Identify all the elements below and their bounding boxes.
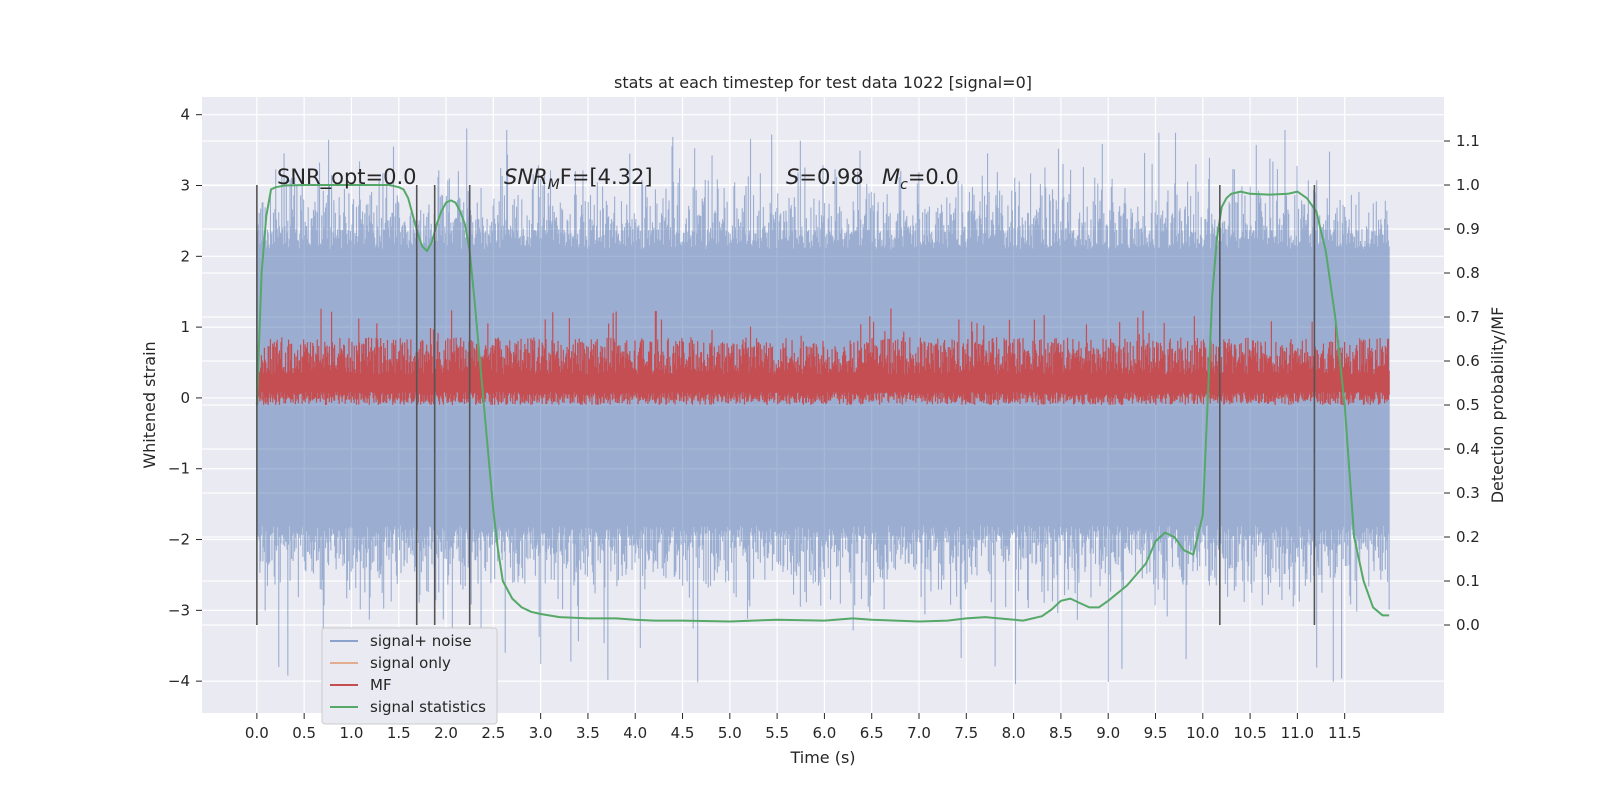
x-tick-label: 11.0 bbox=[1281, 724, 1314, 742]
annotation-mc-value: =0.0 bbox=[908, 165, 959, 189]
y-tick-label-left: 1 bbox=[180, 318, 190, 336]
annotation-snr-mf-label: SNR bbox=[504, 165, 548, 189]
x-tick-label: 9.5 bbox=[1144, 724, 1168, 742]
y-tick-label-right: 0.3 bbox=[1456, 484, 1480, 502]
x-tick-label: 5.0 bbox=[718, 724, 742, 742]
y-tick-label-right: 0.5 bbox=[1456, 396, 1480, 414]
series-signal-statistics bbox=[255, 184, 1390, 623]
annotation-snr-mf: SNRMF=[4.32] bbox=[504, 165, 653, 193]
annotation-mc-sub: c bbox=[900, 177, 908, 193]
y-tick-label-right: 0.9 bbox=[1456, 220, 1480, 238]
x-tick-label: 11.5 bbox=[1328, 724, 1361, 742]
x-tick-label: 0.5 bbox=[292, 724, 316, 742]
legend: signal+ noise signal only MF signal stat… bbox=[321, 627, 498, 725]
x-tick-label: 7.0 bbox=[907, 724, 931, 742]
x-tick-label: 2.0 bbox=[434, 724, 458, 742]
y-tick-label-right: 1.1 bbox=[1456, 132, 1480, 150]
x-tick-label: 3.0 bbox=[529, 724, 553, 742]
x-ticks: 0.0 0.5 1.0 1.5 2.0 2.5 3.0 3.5 4.0 4.5 5.0 5.5 6.0 6… bbox=[245, 713, 1361, 742]
y-tick-label-left: 0 bbox=[180, 389, 190, 407]
y-tick-label-right: 0.2 bbox=[1456, 528, 1480, 546]
y-tick-label-right: 0.7 bbox=[1456, 308, 1480, 326]
annotation-s-value: =0.98 bbox=[799, 165, 863, 189]
y-tick-label-right: 0.1 bbox=[1456, 572, 1480, 590]
legend-label-signal-statistics: signal statistics bbox=[370, 698, 486, 716]
x-tick-label: 3.5 bbox=[576, 724, 600, 742]
y-tick-label-left: 3 bbox=[180, 177, 190, 195]
y-tick-label-left: −4 bbox=[168, 672, 190, 690]
x-tick-label: 8.5 bbox=[1049, 724, 1073, 742]
annotation-snr-mf-sub: M bbox=[548, 177, 560, 193]
legend-label-signal-noise: signal+ noise bbox=[370, 632, 472, 650]
annotation-mc-label: M bbox=[882, 165, 900, 189]
x-tick-label: 7.5 bbox=[954, 724, 978, 742]
legend-label-mf: MF bbox=[370, 676, 392, 694]
y-tick-label-right: 0.8 bbox=[1456, 264, 1480, 282]
y-tick-label-left: −3 bbox=[168, 601, 190, 619]
x-tick-label: 8.0 bbox=[1002, 724, 1026, 742]
y-tick-label-right: 0.6 bbox=[1456, 352, 1480, 370]
y-tick-label-right: 0.0 bbox=[1456, 616, 1480, 634]
chart-title: stats at each timestep for test data 102… bbox=[614, 73, 1032, 92]
x-tick-label: 1.5 bbox=[387, 724, 411, 742]
annotation-s-label: S bbox=[786, 165, 799, 189]
y-tick-label-right: 0.4 bbox=[1456, 440, 1480, 458]
legend-label-signal-only: signal only bbox=[370, 654, 451, 672]
y-tick-label-right: 1.0 bbox=[1456, 176, 1480, 194]
y-tick-label-left: 2 bbox=[180, 247, 190, 265]
x-tick-label: 4.0 bbox=[623, 724, 647, 742]
x-tick-label: 2.5 bbox=[481, 724, 505, 742]
y-tick-label-left: −2 bbox=[168, 531, 190, 549]
x-tick-label: 5.5 bbox=[765, 724, 789, 742]
y-tick-label-left: −1 bbox=[168, 460, 190, 478]
x-axis-label: Time (s) bbox=[789, 748, 855, 767]
y-axis-label-right: Detection probability/MF bbox=[1488, 307, 1507, 504]
x-tick-label: 9.0 bbox=[1096, 724, 1120, 742]
y-tick-label-left: 4 bbox=[180, 106, 190, 124]
annotation-snr-mf-rest: F=[4.32] bbox=[560, 165, 653, 189]
legend-box bbox=[321, 627, 498, 725]
vertical-markers bbox=[256, 185, 1316, 625]
x-tick-label: 6.0 bbox=[812, 724, 836, 742]
x-tick-label: 1.0 bbox=[340, 724, 364, 742]
y-axis-label-left-text: Whitened strain bbox=[140, 341, 159, 468]
y-ticks-right: 0.0 0.1 0.2 0.3 0.4 0.5 0.6 0.7 0.8 0.9 1.0 1.1 bbox=[1444, 132, 1480, 634]
y-ticks-left: −4 −3 −2 −1 0 1 2 3 4 bbox=[168, 106, 202, 690]
x-tick-label: 10.5 bbox=[1233, 724, 1266, 742]
annotation-snr-opt: SNR_opt=0.0 bbox=[277, 165, 417, 190]
annotation-mc: Mc=0.0 bbox=[882, 165, 959, 193]
x-tick-label: 0.0 bbox=[245, 724, 269, 742]
x-tick-label: 10.0 bbox=[1186, 724, 1219, 742]
x-tick-label: 4.5 bbox=[671, 724, 695, 742]
annotation-s: S=0.98 bbox=[786, 165, 864, 189]
x-tick-label: 6.5 bbox=[860, 724, 884, 742]
